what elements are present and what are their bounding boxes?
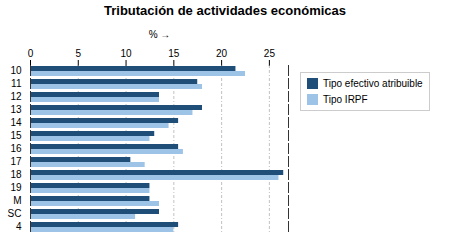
svg-text:11: 11 <box>11 78 22 89</box>
svg-text:17: 17 <box>10 156 22 167</box>
svg-text:5: 5 <box>75 48 81 59</box>
svg-text:% →: % → <box>149 29 171 40</box>
svg-text:10: 10 <box>10 65 22 76</box>
svg-text:15: 15 <box>168 48 180 59</box>
html-text:Tipo efectivo atribuible: Tipo efectivo atribuible <box>323 78 423 89</box>
svg-text:13: 13 <box>10 104 22 115</box>
svg-text:14: 14 <box>10 117 22 128</box>
svg-text:12: 12 <box>10 91 22 102</box>
svg-text:4: 4 <box>16 221 22 232</box>
svg-text:SC: SC <box>8 208 22 219</box>
svg-text:20: 20 <box>216 48 228 59</box>
html-text:Tributación de actividades eco: Tributación de actividades económicas <box>104 3 346 18</box>
svg-text:15: 15 <box>10 130 22 141</box>
svg-text:25: 25 <box>264 48 276 59</box>
svg-text:0: 0 <box>28 48 34 59</box>
html-text:Tipo IRPF: Tipo IRPF <box>323 94 368 105</box>
svg-text:16: 16 <box>10 143 22 154</box>
svg-text:19: 19 <box>10 182 22 193</box>
svg-text:M: M <box>13 195 21 206</box>
svg-text:10: 10 <box>120 48 132 59</box>
svg-text:18: 18 <box>10 169 22 180</box>
